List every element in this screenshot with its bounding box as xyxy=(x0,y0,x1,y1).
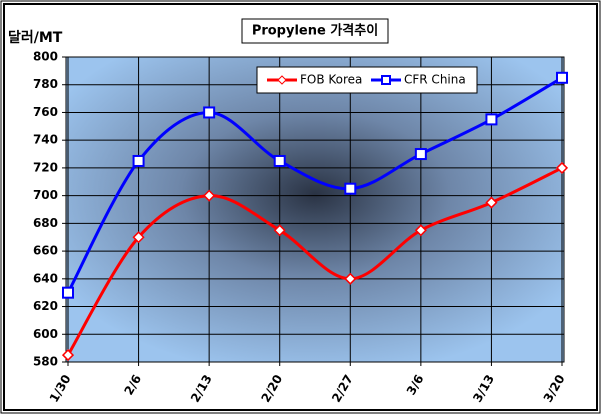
y-tick-label: 780 xyxy=(33,77,58,91)
marker xyxy=(203,106,216,119)
marker xyxy=(62,286,74,299)
legend-marker xyxy=(381,75,391,85)
marker xyxy=(132,231,145,244)
plot-border xyxy=(65,56,565,363)
y-tick-label: 740 xyxy=(33,133,58,147)
marker xyxy=(556,71,568,84)
marker xyxy=(485,196,498,209)
legend-label: FOB Korea xyxy=(300,73,362,87)
title-box xyxy=(241,18,389,44)
y-tick-label: 720 xyxy=(33,160,58,174)
legend-label: CFR China xyxy=(404,73,466,87)
y-tick-label: 620 xyxy=(33,299,58,313)
marker xyxy=(414,224,427,237)
marker xyxy=(61,349,75,362)
marker xyxy=(344,182,357,195)
y-axis-label: 달러/MT xyxy=(8,30,63,46)
y-tick-label: 580 xyxy=(33,355,58,369)
y-tick-label: 660 xyxy=(33,244,58,258)
y-tick-label: 700 xyxy=(33,188,58,202)
legend-marker xyxy=(277,75,287,85)
marker xyxy=(344,272,357,285)
y-tick-label: 640 xyxy=(33,271,58,285)
y-tick-label: 800 xyxy=(33,50,58,64)
marker xyxy=(132,154,145,167)
marker xyxy=(203,189,216,202)
chart-title: Propylene 가격추이 xyxy=(252,23,378,39)
marker xyxy=(273,224,286,237)
y-tick-label: 760 xyxy=(33,105,58,119)
marker xyxy=(555,161,569,174)
inner-frame xyxy=(3,3,598,411)
y-tick-label: 680 xyxy=(33,216,58,230)
plot-area xyxy=(66,57,564,362)
marker xyxy=(414,148,427,161)
y-tick-label: 600 xyxy=(33,327,58,341)
marker xyxy=(273,154,286,167)
marker xyxy=(485,113,498,126)
